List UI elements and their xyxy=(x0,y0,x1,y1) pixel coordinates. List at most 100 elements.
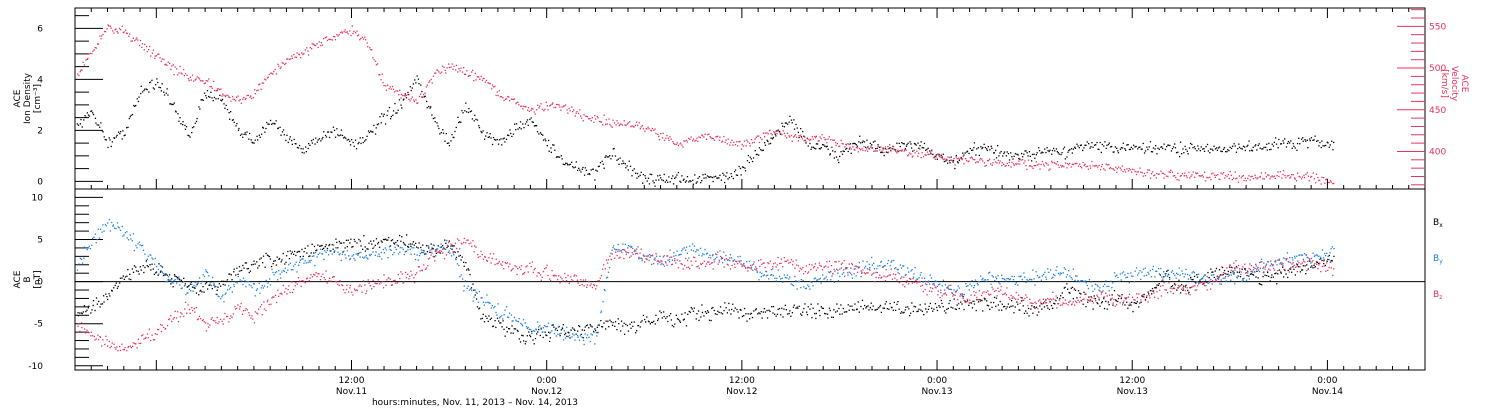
by-point xyxy=(1166,275,1169,277)
by-point xyxy=(965,285,968,287)
density-point xyxy=(261,133,263,135)
density-point xyxy=(167,94,169,96)
velocity-point xyxy=(881,150,883,152)
by-point xyxy=(647,254,649,257)
bx-point xyxy=(661,317,663,319)
velocity-point xyxy=(606,123,608,125)
by-point xyxy=(911,269,913,271)
velocity-point xyxy=(393,91,396,93)
bx-point xyxy=(1296,263,1298,265)
density-point xyxy=(804,139,806,141)
velocity-point xyxy=(97,43,99,45)
density-point xyxy=(578,167,580,169)
velocity-point xyxy=(1147,169,1149,171)
bz-point xyxy=(577,282,579,284)
bx-point xyxy=(1073,288,1075,290)
bx-point xyxy=(323,247,325,249)
by-point xyxy=(919,274,921,276)
by-point xyxy=(676,250,678,252)
velocity-point xyxy=(806,138,808,140)
velocity-point xyxy=(201,80,203,82)
bx-point xyxy=(262,262,264,264)
by-point xyxy=(385,249,388,251)
density-point xyxy=(1203,150,1206,152)
bz-point xyxy=(518,266,521,268)
density-point xyxy=(866,139,868,141)
bz-point xyxy=(129,345,131,347)
velocity-point xyxy=(826,142,828,144)
density-point xyxy=(767,140,769,143)
density-point xyxy=(1192,147,1194,149)
velocity-point xyxy=(683,140,685,142)
bx-point xyxy=(1063,287,1065,289)
velocity-point xyxy=(489,83,491,85)
bx-point xyxy=(91,309,93,311)
bz-point xyxy=(570,276,572,278)
density-point xyxy=(461,109,463,112)
density-point xyxy=(1084,144,1086,146)
density-point xyxy=(1209,152,1211,154)
bz-point xyxy=(581,283,583,286)
density-point xyxy=(1064,158,1066,160)
velocity-point xyxy=(707,133,709,136)
velocity-point xyxy=(855,146,857,149)
density-point xyxy=(531,121,533,123)
by-point xyxy=(505,306,508,308)
density-point xyxy=(561,158,563,160)
bz-point xyxy=(207,323,209,325)
bx-point xyxy=(1151,287,1154,290)
bx-point xyxy=(596,326,598,329)
bx-point xyxy=(691,308,693,310)
by-point xyxy=(557,326,560,328)
density-point xyxy=(677,171,680,174)
velocity-point xyxy=(237,95,239,97)
bz-point xyxy=(177,321,180,323)
bx-point xyxy=(1196,276,1199,278)
by-point xyxy=(871,264,873,266)
bx-point xyxy=(1196,274,1198,276)
bz-point xyxy=(238,308,241,310)
velocity-point xyxy=(901,149,903,151)
by-point xyxy=(501,315,503,317)
velocity-point xyxy=(1168,171,1170,173)
bx-point xyxy=(1259,283,1261,285)
bx-point xyxy=(1215,267,1218,270)
bx-point xyxy=(966,300,969,302)
density-point xyxy=(140,85,142,87)
density-point xyxy=(993,152,995,154)
velocity-point xyxy=(1330,181,1332,183)
density-point xyxy=(533,125,536,127)
by-point xyxy=(1001,277,1004,280)
density-point xyxy=(388,106,391,109)
by-point xyxy=(561,326,564,329)
by-point xyxy=(1301,254,1303,256)
density-point xyxy=(160,90,162,92)
bx-point xyxy=(313,252,315,254)
by-point xyxy=(664,261,667,263)
by-point xyxy=(790,283,792,285)
by-point xyxy=(1234,283,1236,285)
velocity-point xyxy=(1224,174,1227,177)
bx-point xyxy=(804,303,806,305)
by-point xyxy=(913,273,915,275)
velocity-point xyxy=(1285,177,1287,179)
density-point xyxy=(288,138,291,140)
velocity-point xyxy=(525,106,527,108)
by-point xyxy=(974,279,977,281)
density-point xyxy=(1012,158,1014,160)
by-point xyxy=(1257,266,1259,269)
density-point xyxy=(774,133,776,135)
bx-point xyxy=(446,246,448,249)
density-point xyxy=(877,144,879,146)
bx-point xyxy=(869,307,871,309)
velocity-point xyxy=(227,94,229,96)
velocity-point xyxy=(1137,171,1140,173)
velocity-point xyxy=(701,134,703,136)
bz-point xyxy=(708,261,710,263)
bx-point xyxy=(1296,264,1299,266)
bx-point xyxy=(764,311,767,313)
bx-point xyxy=(909,315,911,317)
by-point xyxy=(1083,280,1085,283)
velocity-point xyxy=(135,38,137,40)
density-point xyxy=(507,134,509,136)
